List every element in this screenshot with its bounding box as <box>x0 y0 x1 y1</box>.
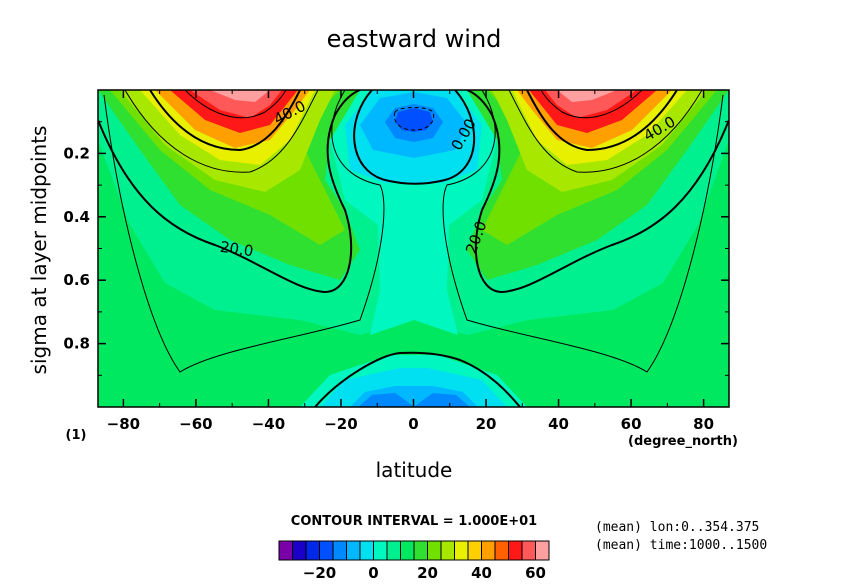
x-axis-title: latitude <box>376 458 453 482</box>
contour-fill-azure <box>358 393 414 407</box>
y-tick-label: 0.4 <box>63 208 90 226</box>
contour-line-10 <box>103 90 385 373</box>
contour-fill-low-lat <box>98 140 729 407</box>
colorbar-swatch <box>413 540 428 561</box>
colorbar-swatch <box>535 540 550 561</box>
contour-fill-azure <box>414 393 470 407</box>
colorbar-swatch <box>427 540 442 561</box>
chart-title: eastward wind <box>327 25 502 53</box>
x-tick-label: 80 <box>693 415 714 433</box>
colorbar-swatch <box>508 540 523 561</box>
y-tick-label: 0.6 <box>63 271 90 289</box>
contour-fill-lightpink <box>210 90 270 102</box>
colorbar-swatch <box>292 540 307 561</box>
colorbar-swatch <box>467 540 482 561</box>
contour-line-40 <box>526 90 678 152</box>
y-axis-title: sigma at layer midpoints <box>27 126 51 375</box>
colorbar-swatch <box>346 540 361 561</box>
colorbar-swatch <box>440 540 455 561</box>
colorbar-swatch <box>386 540 401 561</box>
plot-area <box>98 90 729 407</box>
y-tick-label: 0.2 <box>63 144 90 162</box>
colorbar-swatch <box>481 540 496 561</box>
colorbar-swatch <box>400 540 415 561</box>
colorbar: −20 0 20 40 60 <box>278 540 550 582</box>
x-tick-label: −20 <box>324 415 357 433</box>
contour-line-10 <box>442 90 724 373</box>
contour-line-40 <box>149 90 301 152</box>
contour-lines <box>98 90 729 407</box>
colorbar-swatch <box>359 540 374 561</box>
x-tick-label: −80 <box>107 415 140 433</box>
colorbar-swatch <box>521 540 536 561</box>
colorbar-swatch <box>494 540 509 561</box>
contour-interval-text: CONTOUR INTERVAL = 1.000E+01 <box>291 514 537 529</box>
annotation-time: (mean) time:1000..1500 <box>595 538 767 553</box>
colorbar-tick-label: 20 <box>417 564 438 582</box>
x-tick-label: 20 <box>476 415 497 433</box>
contour-fill-lightpink <box>557 90 617 102</box>
contour-line-20 <box>466 90 729 294</box>
x-unit-label: (degree_north) <box>628 434 738 449</box>
x-tick-label: 0 <box>408 415 418 433</box>
colorbar-swatch <box>454 540 469 561</box>
annotation-lon: (mean) lon:0..354.375 <box>595 520 759 535</box>
colorbar-swatch <box>332 540 347 561</box>
y-unit-label: (1) <box>66 428 87 443</box>
contour-line-30 <box>124 90 319 173</box>
colorbar-tick-label: 0 <box>368 564 378 582</box>
contour-line-50 <box>540 90 643 119</box>
contour-line-50 <box>184 90 287 119</box>
contour-label: 20.0 <box>219 238 255 260</box>
contour-line-30 <box>508 90 703 173</box>
x-ticks: −80 −60 −40 −20 0 20 40 60 80 <box>107 90 714 433</box>
contour-line-0 <box>353 90 475 185</box>
x-tick-label: −40 <box>252 415 285 433</box>
contour-fill-blue <box>395 108 433 132</box>
colorbar-swatch <box>373 540 388 561</box>
x-tick-label: −60 <box>179 415 212 433</box>
colorbar-tick-label: 60 <box>525 564 546 582</box>
y-tick-label: 0.8 <box>63 335 90 353</box>
x-tick-label: 40 <box>548 415 569 433</box>
colorbar-swatch <box>278 540 293 561</box>
colorbar-swatch <box>319 540 334 561</box>
contour-line-0 <box>314 351 521 407</box>
colorbar-tick-label: −20 <box>303 564 336 582</box>
colorbar-swatch <box>305 540 320 561</box>
colorbar-tick-label: 40 <box>471 564 492 582</box>
x-tick-label: 60 <box>621 415 642 433</box>
y-ticks: 0.2 0.4 0.6 0.8 <box>63 121 729 376</box>
contour-line-20 <box>98 90 361 294</box>
